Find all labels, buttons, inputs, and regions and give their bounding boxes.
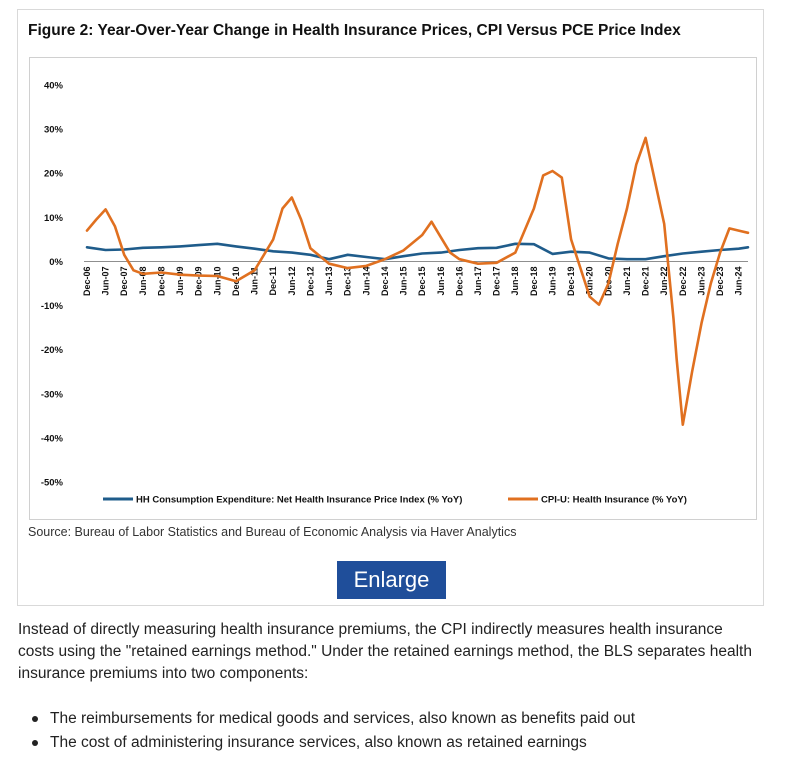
y-tick-label: -20% <box>41 345 64 356</box>
x-tick-label: Dec-14 <box>380 266 390 296</box>
x-tick-label: Dec-11 <box>268 266 278 295</box>
x-tick-label: Jun-11 <box>250 266 260 295</box>
x-tick-label: Dec-06 <box>82 266 92 296</box>
x-tick-label: Jun-08 <box>138 266 148 295</box>
bullet-item: The reimbursements for medical goods and… <box>18 707 635 731</box>
legend-pce-label: HH Consumption Expenditure: Net Health I… <box>136 495 462 506</box>
x-tick-label: Dec-17 <box>492 266 502 296</box>
figure-title: Figure 2: Year-Over-Year Change in Healt… <box>28 22 681 39</box>
line-chart: 40% 30% 20% 10% 0% -10% -20% -30% -40% -50% Dec-06… <box>41 81 750 506</box>
x-tick-label: Jun-20 <box>585 266 595 295</box>
chart-area: 40% 30% 20% 10% 0% -10% -20% -30% -40% -50% Dec-06… <box>29 57 757 520</box>
x-tick-label: Dec-13 <box>343 266 353 296</box>
x-tick-label: Jun-16 <box>436 266 446 295</box>
legend-cpi-label: CPI-U: Health Insurance (% YoY) <box>541 495 687 506</box>
x-tick-label: Jun-18 <box>510 266 520 295</box>
source-note: Source: Bureau of Labor Statistics and B… <box>28 525 517 539</box>
bullet-item: The cost of administering insurance serv… <box>18 731 635 755</box>
x-tick-label: Dec-12 <box>305 266 315 296</box>
x-tick-label: Dec-08 <box>156 266 166 296</box>
x-tick-label: Jun-10 <box>212 266 222 295</box>
x-tick-label: Dec-23 <box>715 266 725 296</box>
x-tick-label: Jun-09 <box>175 266 185 295</box>
y-tick-label: 20% <box>44 169 64 180</box>
x-tick-label: Jun-24 <box>734 266 744 295</box>
y-tick-label: -50% <box>41 478 64 489</box>
x-tick-label: Jun-14 <box>361 266 371 295</box>
x-tick-label: Dec-22 <box>678 266 688 296</box>
y-tick-label: -40% <box>41 433 64 444</box>
x-tick-label: Jun-17 <box>473 266 483 295</box>
x-tick-label: Dec-18 <box>529 266 539 296</box>
bullet-list: The reimbursements for medical goods and… <box>18 707 635 755</box>
x-tick-label: Jun-12 <box>287 266 297 295</box>
y-tick-label: 10% <box>44 213 64 224</box>
x-tick-label: Jun-22 <box>659 266 669 295</box>
enlarge-button[interactable]: Enlarge <box>337 561 446 599</box>
x-tick-label: Dec-16 <box>454 266 464 296</box>
x-tick-label: Jun-23 <box>696 266 706 295</box>
x-tick-label: Dec-07 <box>119 266 129 296</box>
x-tick-label: Dec-21 <box>641 266 651 296</box>
x-tick-label: Jun-21 <box>622 266 632 295</box>
y-tick-label: 0% <box>49 257 63 268</box>
series-line-cpi <box>85 136 750 427</box>
x-tick-label: Jun-19 <box>547 266 557 295</box>
figure-panel: Figure 2: Year-Over-Year Change in Healt… <box>17 9 764 606</box>
x-tick-label: Dec-19 <box>566 266 576 296</box>
x-tick-label: Jun-13 <box>324 266 334 295</box>
x-tick-label: Jun-15 <box>399 266 409 295</box>
body-paragraph: Instead of directly measuring health ins… <box>18 621 752 682</box>
y-tick-label: 40% <box>44 81 64 92</box>
x-tick-label: Dec-09 <box>194 266 204 296</box>
y-tick-label: -30% <box>41 389 64 400</box>
y-tick-label: -10% <box>41 301 64 312</box>
x-tick-label: Dec-15 <box>417 266 427 296</box>
x-tick-label: Jun-07 <box>101 266 111 295</box>
series-line-pce <box>85 242 750 261</box>
y-tick-label: 30% <box>44 125 64 136</box>
